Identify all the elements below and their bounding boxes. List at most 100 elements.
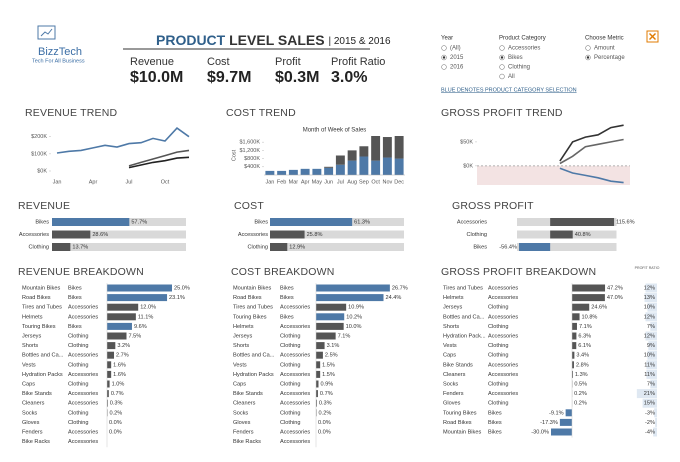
- radio-dot[interactable]: [500, 56, 504, 59]
- y-tick-label: $400K: [244, 164, 260, 170]
- series-line: [128, 149, 190, 167]
- value-label: 0.0%: [318, 420, 331, 426]
- ratio-cell: [647, 302, 657, 312]
- category-label: Accessories: [488, 314, 518, 320]
- subcategory-label: Jerseys: [233, 333, 252, 339]
- ratio-cell: [654, 408, 657, 418]
- subcategory-label: Fenders: [22, 429, 43, 435]
- radio-dot[interactable]: [586, 56, 590, 59]
- ratio-cell: [647, 350, 657, 360]
- bar-category-label: Clothing: [466, 232, 487, 238]
- subcategory-label: Caps: [233, 381, 246, 387]
- filter-option[interactable]: Bikes: [508, 55, 523, 61]
- bar: [572, 313, 580, 321]
- bar-background: [52, 230, 186, 239]
- kpi-value: $9.7M: [207, 69, 251, 86]
- value-label: 10.0%: [346, 324, 362, 330]
- filter-option[interactable]: 2015: [450, 55, 464, 61]
- value-label: 0.3%: [319, 401, 332, 407]
- value-label: 3.4%: [576, 353, 589, 359]
- section-title: COST BREAKDOWN: [231, 266, 335, 278]
- category-label: Clothing: [68, 381, 89, 387]
- category-label: Bikes: [488, 420, 502, 426]
- filter-title: Year: [441, 36, 453, 42]
- bar: [107, 332, 127, 340]
- value-label: 2.7%: [116, 353, 129, 359]
- ratio-cell: [636, 389, 657, 399]
- bar-category-label: Accessories: [19, 232, 49, 238]
- subcategory-label: Caps: [443, 353, 456, 359]
- ratio-cell: [645, 283, 657, 293]
- ratio-cell: [645, 331, 657, 341]
- category-label: Accessories: [488, 391, 518, 397]
- y-tick-label: $200K: [31, 134, 47, 140]
- value-label: 0.2%: [110, 410, 123, 416]
- filter-option[interactable]: Amount: [594, 46, 615, 52]
- bar-segment: [265, 170, 275, 175]
- radio-button[interactable]: [499, 64, 505, 70]
- subcategory-label: Gloves: [443, 401, 461, 407]
- value-label: 0.3%: [110, 401, 123, 407]
- filter-option[interactable]: Accessories: [508, 46, 540, 52]
- filter-option[interactable]: 2016: [450, 65, 464, 71]
- value-label: 13.7%: [72, 244, 88, 250]
- subcategory-label: Bike Racks: [233, 439, 261, 445]
- subcategory-label: Helmets: [443, 295, 464, 301]
- value-label: 2.5%: [325, 353, 338, 359]
- category-label: Accessories: [488, 362, 518, 368]
- subcategory-label: Hydration Packs: [233, 372, 274, 378]
- subcategory-label: Mountain Bikes: [22, 285, 60, 291]
- y-tick-label: $0K: [37, 168, 47, 174]
- radio-button[interactable]: [499, 45, 505, 51]
- bar-segment: [394, 136, 404, 159]
- category-label: Clothing: [280, 410, 301, 416]
- ratio-label: 13%: [644, 295, 655, 301]
- ratio-label: 11%: [644, 372, 655, 378]
- filter-option[interactable]: Percentage: [594, 55, 625, 61]
- bar: [52, 218, 130, 226]
- chart-subtitle: Month of Week of Sales: [303, 128, 367, 134]
- value-label: 12.9%: [289, 244, 305, 250]
- kpi-value: $0.3M: [275, 69, 319, 86]
- subcategory-label: Road Bikes: [443, 420, 472, 426]
- bar: [316, 322, 344, 330]
- bar: [572, 351, 575, 359]
- radio-dot[interactable]: [442, 56, 446, 59]
- subcategory-label: Caps: [22, 381, 35, 387]
- ratio-cell: [655, 417, 657, 427]
- bar: [316, 303, 347, 311]
- filter-option[interactable]: Clothing: [508, 65, 530, 71]
- bar: [550, 218, 615, 226]
- bar-category-label: Clothing: [28, 244, 49, 250]
- bar-segment: [300, 168, 310, 175]
- radio-button[interactable]: [441, 64, 447, 70]
- value-label: -17.3%: [540, 420, 558, 426]
- x-tick-label: Apr: [301, 179, 310, 185]
- category-label: Clothing: [488, 324, 509, 330]
- y-axis-label: Cost: [231, 149, 237, 161]
- category-label: Accessories: [280, 324, 310, 330]
- radio-button[interactable]: [499, 73, 505, 80]
- radio-button[interactable]: [585, 45, 591, 51]
- section-title: GROSS PROFIT TREND: [441, 107, 563, 119]
- subcategory-label: Socks: [22, 410, 37, 416]
- subcategory-label: Fenders: [233, 429, 254, 435]
- x-tick-label: Sep: [359, 179, 369, 185]
- value-label: 47.0%: [607, 295, 623, 301]
- bar: [107, 303, 139, 311]
- close-button[interactable]: [646, 30, 659, 43]
- section-title: REVENUE: [18, 200, 70, 212]
- title-highlight: PRODUCT: [156, 32, 226, 48]
- bar: [572, 322, 577, 330]
- bar: [565, 409, 572, 417]
- radio-button[interactable]: [441, 45, 447, 51]
- x-tick-label: Jul: [125, 179, 132, 185]
- value-label: 57.7%: [131, 219, 147, 225]
- x-tick-label: Dec: [394, 179, 404, 185]
- ratio-cell: [646, 360, 657, 370]
- ratio-label: 7%: [647, 324, 655, 330]
- filter-option[interactable]: All: [508, 74, 515, 80]
- ratio-cell: [650, 321, 657, 331]
- close-x[interactable]: [649, 33, 656, 40]
- filter-option[interactable]: (All): [450, 46, 461, 52]
